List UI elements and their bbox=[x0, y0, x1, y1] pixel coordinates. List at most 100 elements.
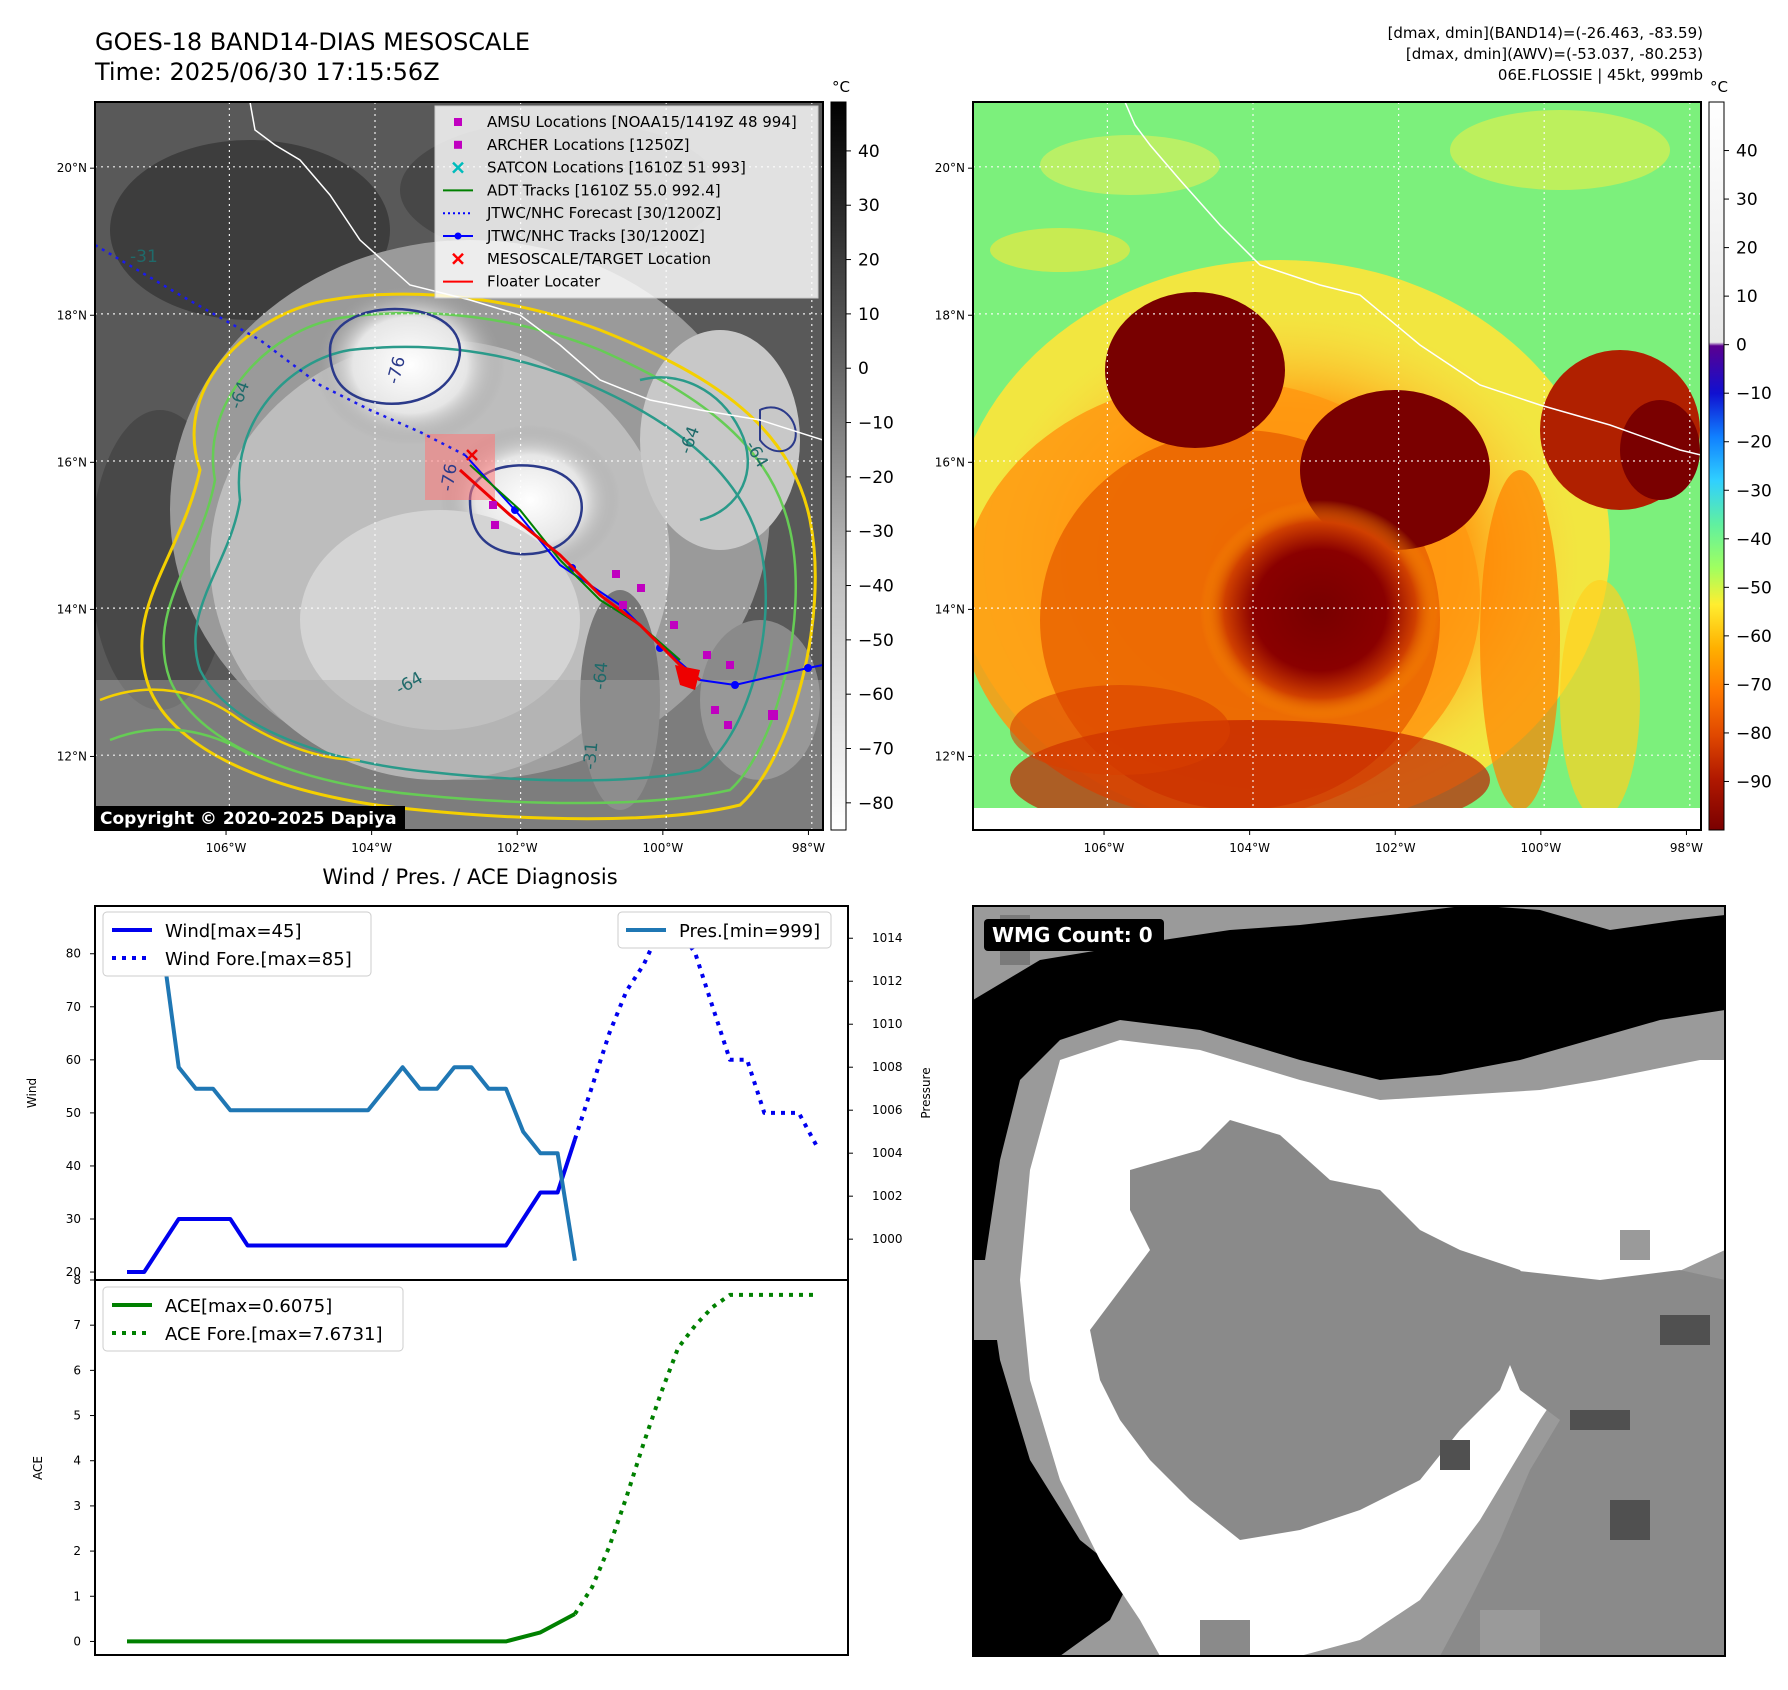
colorbar-tick-label: −60 bbox=[858, 685, 894, 705]
wind-legend-label: Wind[max=45] bbox=[165, 921, 302, 942]
legend-label: ADT Tracks [1610Z 55.0 992.4] bbox=[487, 181, 721, 199]
y2-tick-label: 1010 bbox=[872, 1017, 903, 1031]
series-line-0 bbox=[127, 1612, 576, 1644]
lat-tick-label: 16°N bbox=[935, 455, 965, 469]
legend-label: JTWC/NHC Tracks [30/1200Z] bbox=[486, 227, 705, 245]
lat-tick-label: 14°N bbox=[935, 602, 965, 616]
lon-tick-label: 102°W bbox=[1375, 841, 1416, 855]
y2-tick-label: 1000 bbox=[872, 1232, 903, 1246]
colorbar-tick-label: −40 bbox=[1736, 530, 1772, 550]
lon-tick-label: 102°W bbox=[497, 841, 538, 855]
wind-legend: Wind[max=45] Wind Fore.[max=85] bbox=[102, 911, 372, 977]
right-colorbar-unit: °C bbox=[1710, 78, 1728, 96]
y-tick-label: 80 bbox=[66, 947, 81, 961]
legend-label: Floater Locater bbox=[487, 273, 601, 291]
wmg-count-label: WMG Count: 0 bbox=[992, 923, 1153, 947]
colorbar-tick-label: 10 bbox=[1736, 287, 1758, 307]
lon-tick-label: 106°W bbox=[1084, 841, 1125, 855]
lat-tick-label: 16°N bbox=[57, 455, 87, 469]
y-tick-label: 40 bbox=[66, 1159, 81, 1173]
right-color-map bbox=[973, 102, 1701, 830]
pressure-legend: Pres.[min=999] bbox=[617, 911, 832, 949]
figure-time: Time: 2025/06/30 17:15:56Z bbox=[94, 58, 440, 86]
legend-label: JTWC/NHC Forecast [30/1200Z] bbox=[486, 204, 721, 222]
legend-marker bbox=[454, 118, 462, 126]
legend-label: AMSU Locations [NOAA15/1419Z 48 994] bbox=[487, 113, 797, 131]
y-tick-label: 7 bbox=[73, 1318, 81, 1332]
y-tick-label: 30 bbox=[66, 1212, 81, 1226]
info-storm: 06E.FLOSSIE | 45kt, 999mb bbox=[1498, 66, 1703, 84]
colorbar-tick-label: −30 bbox=[1736, 481, 1772, 501]
info-band14: [dmax, dmin](BAND14)=(-26.463, -83.59) bbox=[1388, 24, 1703, 42]
y-tick-label: 0 bbox=[73, 1634, 81, 1648]
legend-marker bbox=[452, 161, 464, 174]
y2-tick-label: 1014 bbox=[872, 931, 903, 945]
ace-axis-label: ACE bbox=[31, 1456, 45, 1480]
colorbar-tick-label: −50 bbox=[858, 631, 894, 651]
right-map-ticks: 106°W 104°W 102°W 100°W 98°W 20°N 18°N 16°N 14°N… bbox=[935, 161, 1703, 855]
colorbar-tick-label: −70 bbox=[1736, 675, 1772, 695]
left-colorbar-unit: °C bbox=[832, 78, 850, 96]
colorbar-tick-label: 20 bbox=[1736, 239, 1758, 259]
y-tick-label: 2 bbox=[73, 1544, 81, 1558]
colorbar-tick-label: −30 bbox=[858, 522, 894, 542]
legend-marker-dot bbox=[454, 232, 462, 240]
wmg-count-box bbox=[984, 919, 1164, 951]
legend-marker bbox=[454, 140, 462, 149]
lat-tick-label: 18°N bbox=[57, 308, 87, 322]
y-tick-label: 4 bbox=[73, 1454, 81, 1468]
colorbar-tick-label: 30 bbox=[858, 196, 880, 216]
ace-legend: ACE[max=0.6075] ACE Fore.[max=7.6731] bbox=[102, 1286, 404, 1352]
colorbar-tick-label: −90 bbox=[1736, 772, 1772, 792]
y-tick-label: 3 bbox=[73, 1499, 81, 1513]
lat-tick-label: 12°N bbox=[935, 749, 965, 763]
wmg-panel: WMG Count: 0 bbox=[972, 905, 1726, 1657]
diagnosis-title: Wind / Pres. / ACE Diagnosis bbox=[322, 865, 617, 889]
colorbar-tick-label: 30 bbox=[1736, 190, 1758, 210]
wind-axis-label: Wind bbox=[25, 1078, 39, 1108]
colorbar-tick-label: −10 bbox=[858, 414, 894, 434]
y2-tick-label: 1006 bbox=[872, 1103, 903, 1117]
lon-tick-label: 104°W bbox=[351, 841, 392, 855]
contour-label: -64 bbox=[590, 661, 612, 690]
colorbar-tick-label: −20 bbox=[858, 468, 894, 488]
legend-label: ARCHER Locations [1250Z] bbox=[487, 136, 690, 154]
y2-tick-label: 1002 bbox=[872, 1189, 903, 1203]
ace-forecast-legend-label: ACE Fore.[max=7.6731] bbox=[165, 1324, 383, 1345]
colorbar-tick-label: −60 bbox=[1736, 627, 1772, 647]
legend-label: MESOSCALE/TARGET Location bbox=[487, 250, 711, 268]
lon-tick-label: 100°W bbox=[1520, 841, 1561, 855]
lon-tick-label: 106°W bbox=[206, 841, 247, 855]
left-map-ticks: 106°W 104°W 102°W 100°W 98°W 20°N 18°N 16°N 14°N… bbox=[57, 161, 825, 855]
pressure-legend-label: Pres.[min=999] bbox=[679, 921, 820, 942]
lon-tick-label: 98°W bbox=[1670, 841, 1703, 855]
legend: AMSU Locations [NOAA15/1419Z 48 994] ARCH… bbox=[434, 105, 819, 299]
wind-forecast-legend-label: Wind Fore.[max=85] bbox=[165, 949, 352, 970]
left-colorbar: °C 40 30 20 10 0 −10 −20 −30 −40 −50 −60 −70 −80 bbox=[830, 78, 894, 831]
lon-tick-label: 100°W bbox=[642, 841, 683, 855]
copyright-box bbox=[95, 806, 405, 830]
lon-tick-label: 98°W bbox=[792, 841, 825, 855]
figure-title: GOES-18 BAND14-DIAS MESOSCALE bbox=[95, 28, 530, 56]
colorbar-tick-label: −80 bbox=[1736, 724, 1772, 744]
legend-label: SATCON Locations [1610Z 51 993] bbox=[487, 159, 746, 177]
series-line-0 bbox=[127, 1138, 577, 1274]
colorbar-tick-label: 40 bbox=[1736, 142, 1758, 162]
lat-tick-label: 20°N bbox=[57, 161, 87, 175]
colorbar-tick-label: 40 bbox=[858, 142, 880, 162]
lon-tick-label: 104°W bbox=[1229, 841, 1270, 855]
contour-label: -76 bbox=[437, 462, 462, 493]
y2-tick-label: 1004 bbox=[872, 1146, 903, 1160]
colorbar-tick-label: 0 bbox=[1736, 336, 1747, 356]
y-tick-label: 60 bbox=[66, 1053, 81, 1067]
lat-tick-label: 14°N bbox=[57, 602, 87, 616]
colorbar-tick-label: 0 bbox=[858, 359, 869, 379]
colorbar-tick-label: −40 bbox=[858, 577, 894, 597]
colorbar-tick-label: −50 bbox=[1736, 578, 1772, 598]
left-map-frame bbox=[94, 101, 824, 831]
y-tick-label: 8 bbox=[73, 1273, 81, 1287]
y2-tick-label: 1008 bbox=[872, 1060, 903, 1074]
right-colorbar: °C 40 30 20 10 0 −10 −20 −30 −40 −50 −60 −70 −80 −90 bbox=[1708, 78, 1772, 831]
y-tick-label: 20 bbox=[66, 1265, 81, 1279]
